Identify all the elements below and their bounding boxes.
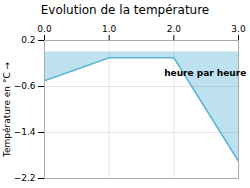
svg-text:0.2: 0.2 xyxy=(21,35,35,45)
svg-text:2.0: 2.0 xyxy=(167,24,182,34)
html-text:Evolution de la température: Evolution de la température xyxy=(40,3,210,17)
svg-text:heure par heure: heure par heure xyxy=(164,68,246,78)
svg-text:3.0: 3.0 xyxy=(231,24,246,34)
svg-text:Température en °C →: Température en °C → xyxy=(2,61,12,158)
svg-text:1.0: 1.0 xyxy=(102,24,117,34)
svg-text:−2.2: −2.2 xyxy=(14,173,36,183)
svg-text:−1.4: −1.4 xyxy=(14,127,36,137)
svg-text:−0.6: −0.6 xyxy=(14,81,36,91)
svg-text:0.0: 0.0 xyxy=(37,24,52,34)
